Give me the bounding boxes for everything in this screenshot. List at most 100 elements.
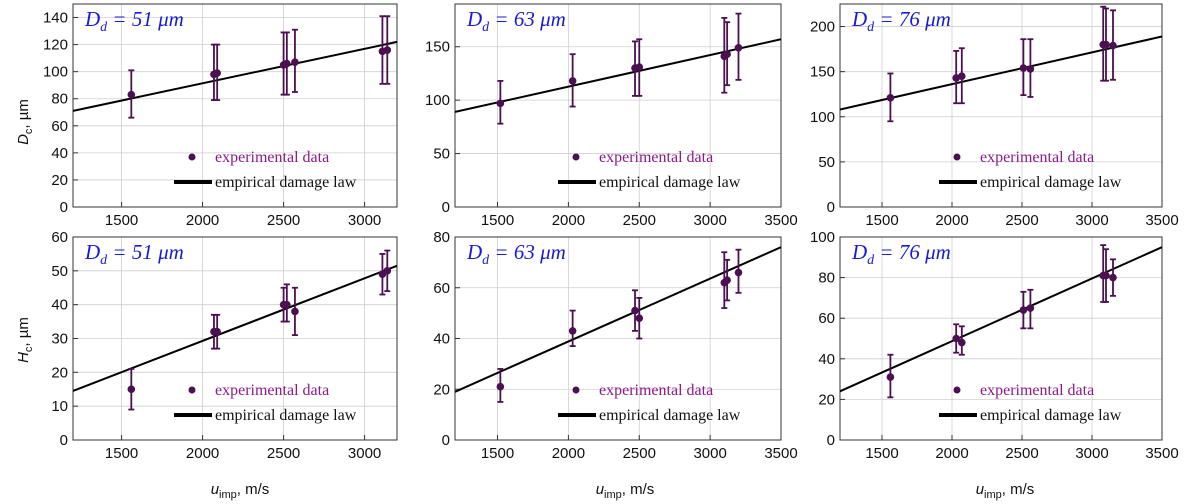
x-tick-label: 2500 xyxy=(1005,212,1038,229)
x-tick-label: 2000 xyxy=(935,212,968,229)
panel-bottom-middle: 1500 2000 2500 3000 3500 0 20 40 60 80 Dd = 63 μm e… xyxy=(433,229,797,462)
panel-top-left: 1500 2000 2500 3000 0 20 40 60 80 100 120 140 Dd = 5… xyxy=(43,3,398,229)
data-point xyxy=(1109,258,1117,297)
y-tick-label: 150 xyxy=(425,39,450,56)
marker xyxy=(1102,271,1110,280)
data-point xyxy=(1102,248,1110,303)
data-point xyxy=(383,15,392,85)
y-tick-label: 40 xyxy=(51,145,68,162)
x-tick-label: 3000 xyxy=(348,212,381,229)
data-point xyxy=(127,69,136,119)
x-tick-label: 3500 xyxy=(764,212,797,229)
panel-top-right: 1500 2000 2500 3000 3500 0 50 100 150 200 Dd = 76 … xyxy=(810,3,1179,229)
marker xyxy=(213,69,221,77)
data-point xyxy=(952,323,960,354)
y-tick-label: 20 xyxy=(818,391,835,408)
marker xyxy=(1026,65,1035,73)
marker xyxy=(383,267,392,275)
plot-area xyxy=(73,15,397,119)
x-tick-label: 1500 xyxy=(481,445,514,462)
data-point xyxy=(952,50,960,105)
legend-law-label: empirical damage law xyxy=(215,174,357,191)
y-tick-label: 50 xyxy=(818,154,835,171)
legend-law-label: empirical damage law xyxy=(599,174,741,191)
marker xyxy=(886,94,895,102)
data-point xyxy=(886,353,895,399)
x-tick-label: 3500 xyxy=(1145,445,1178,462)
legend-law-label: empirical damage law xyxy=(599,407,741,424)
panel-title: Dd = 63 μm xyxy=(466,7,566,35)
legend-law-label: empirical damage law xyxy=(980,407,1122,424)
data-point xyxy=(886,72,895,123)
legend-marker xyxy=(953,153,961,161)
x-tick-label: 3000 xyxy=(693,212,726,229)
y-tick-label: 60 xyxy=(51,229,68,246)
data-point xyxy=(1019,290,1028,330)
y-tick-label: 0 xyxy=(442,199,450,216)
marker xyxy=(283,300,291,309)
y-tick-label: 20 xyxy=(433,381,450,398)
y-tick-label: 80 xyxy=(818,270,835,287)
data-point xyxy=(635,296,644,340)
data-point xyxy=(958,47,966,105)
empirical-law-line xyxy=(840,246,1162,393)
x-tick-label: 2000 xyxy=(935,445,968,462)
plot-frame xyxy=(72,3,398,208)
marker xyxy=(1102,40,1110,49)
empirical-law-line xyxy=(455,246,781,393)
data-point xyxy=(568,53,577,108)
data-point xyxy=(734,12,743,81)
legend-experimental-label: experimental data xyxy=(599,149,713,166)
x-tick-label: 3500 xyxy=(1145,212,1178,229)
x-tick-label: 2500 xyxy=(267,212,300,229)
plot-frame xyxy=(839,236,1163,441)
data-point xyxy=(213,313,221,350)
data-point xyxy=(635,38,644,97)
y-tick-label: 100 xyxy=(425,92,450,109)
y-tick-label: 10 xyxy=(51,398,68,415)
x-tick-label: 2000 xyxy=(552,212,585,229)
legend-marker xyxy=(953,386,961,394)
x-axis-label-left: uimp, m/s xyxy=(211,481,270,501)
x-tick-label: 1500 xyxy=(105,445,138,462)
y-tick-label: 60 xyxy=(51,118,68,135)
marker xyxy=(496,99,505,108)
marker xyxy=(568,77,577,85)
plot-area xyxy=(455,246,781,403)
x-tick-label: 2500 xyxy=(623,212,656,229)
plot-area xyxy=(840,244,1162,399)
legend: experimental data empirical damage law xyxy=(558,382,741,424)
legend-marker xyxy=(188,153,196,161)
y-tick-label: 200 xyxy=(810,19,835,36)
legend-marker xyxy=(188,386,196,394)
data-point xyxy=(127,368,136,411)
marker xyxy=(734,268,743,277)
x-tick-label: 3000 xyxy=(348,445,381,462)
data-point xyxy=(378,253,387,296)
x-tick-label: 2500 xyxy=(267,445,300,462)
x-tick-label: 3000 xyxy=(693,445,726,462)
y-tick-label: 20 xyxy=(51,172,68,189)
data-point xyxy=(631,289,639,332)
x-axis-label-middle: uimp, m/s xyxy=(596,481,655,501)
marker xyxy=(1026,304,1035,312)
marker xyxy=(723,276,731,284)
marker xyxy=(1109,41,1117,50)
panel-title: Dd = 76 μm xyxy=(851,7,951,35)
data-point xyxy=(1026,38,1035,98)
x-tick-label: 1500 xyxy=(865,212,898,229)
data-point xyxy=(958,325,966,356)
legend-experimental-label: experimental data xyxy=(215,382,329,399)
marker xyxy=(127,90,136,99)
data-point xyxy=(283,283,291,323)
marker xyxy=(734,44,743,52)
marker xyxy=(1109,273,1117,282)
panel-top-middle: 1500 2000 2500 3000 3500 0 50 100 150 Dd = 63 μm e… xyxy=(425,3,798,229)
empirical-law-line xyxy=(73,264,397,392)
x-tick-label: 1500 xyxy=(105,212,138,229)
data-point xyxy=(383,249,392,293)
marker xyxy=(635,63,644,71)
y-axis-label-bottom: Hc, µm xyxy=(15,317,35,363)
data-point xyxy=(213,43,221,101)
data-point xyxy=(568,309,577,348)
